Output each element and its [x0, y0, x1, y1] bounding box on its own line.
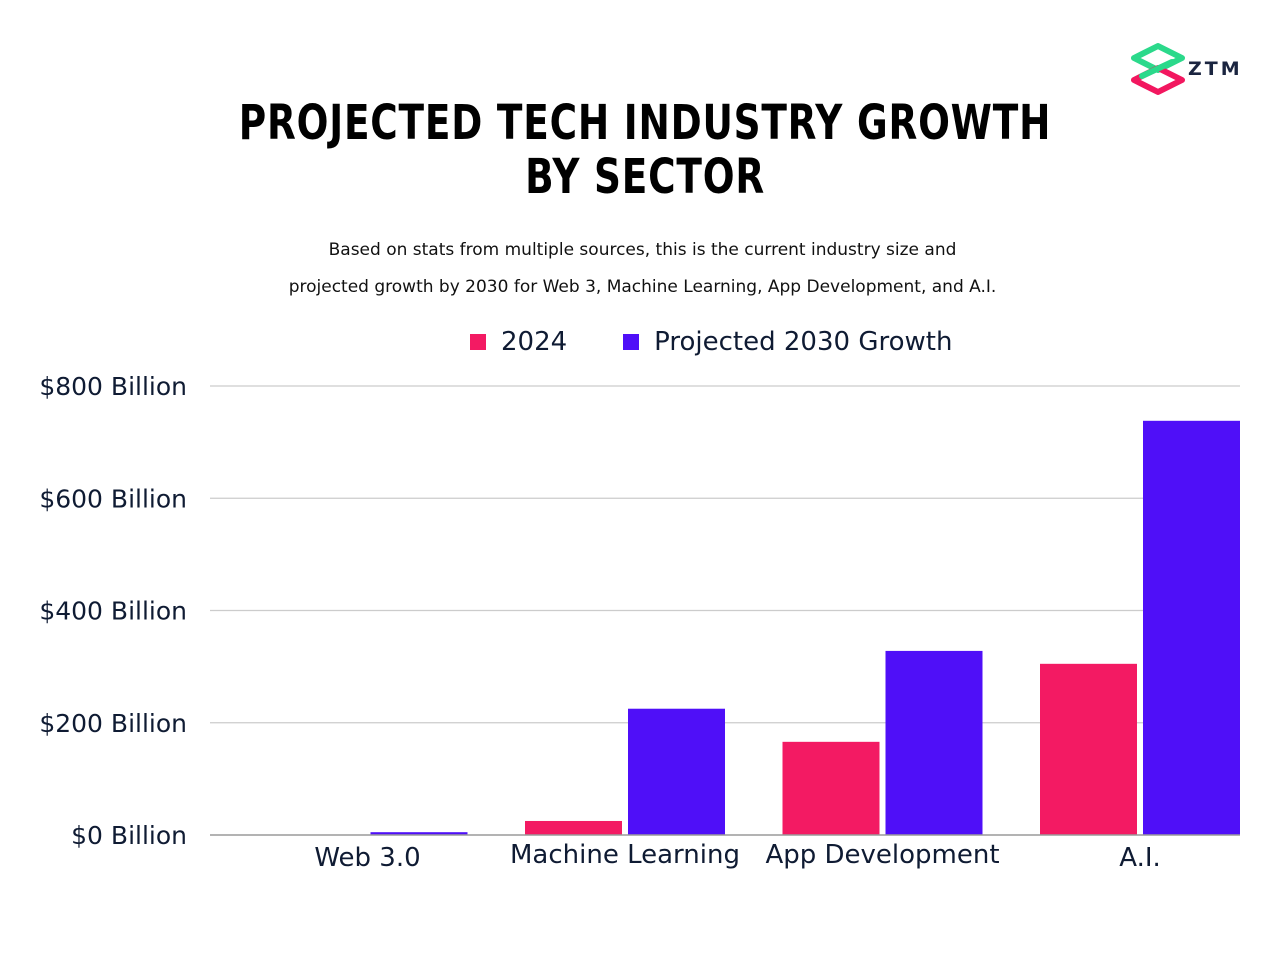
y-tick-label: $800 Billion — [39, 372, 187, 401]
y-tick-label: $200 Billion — [39, 709, 187, 738]
chart-subtitle: Based on stats from multiple sources, th… — [140, 232, 1145, 306]
chart-title-line-1: PROJECTED TECH INDUSTRY GROWTH — [238, 95, 1052, 151]
x-tick-label: Web 3.0 — [314, 843, 420, 873]
bar-2024-3 — [1040, 663, 1137, 835]
y-tick-label: $400 Billion — [39, 597, 187, 626]
legend-swatch-2024 — [470, 334, 486, 350]
chart-subtitle-line-1: Based on stats from multiple sources, th… — [328, 240, 957, 260]
bar-2030-2 — [885, 650, 983, 835]
x-tick-labels: Web 3.0 Machine Learning App Development A.… — [314, 840, 1160, 873]
y-tick-labels: $0 Billion $200 Billion $400 Billion $600 B… — [39, 372, 187, 850]
bar-2030-3 — [1143, 420, 1240, 835]
bar-2024-1 — [525, 820, 622, 835]
bar-2030-0 — [370, 832, 468, 835]
legend-label-2024: 2024 — [501, 327, 568, 357]
bar-2024-2 — [782, 741, 880, 835]
chart-legend: 2024 Projected 2030 Growth — [470, 322, 1008, 362]
legend-label-2030: Projected 2030 Growth — [654, 327, 953, 357]
legend-swatch-2030 — [623, 334, 640, 350]
ztm-logo-text: ZTM — [1188, 58, 1243, 80]
chart-title-line-2: BY SECTOR — [525, 149, 765, 205]
chart-title: PROJECTED TECH INDUSTRY GROWTH BY SECTOR — [142, 96, 1148, 204]
y-tick-label: $0 Billion — [71, 821, 187, 850]
x-tick-label: App Development — [765, 840, 999, 870]
chart-subtitle-line-2: projected growth by 2030 for Web 3, Mach… — [288, 277, 997, 297]
ztm-logo-icon — [1131, 43, 1185, 95]
bars — [370, 420, 1240, 835]
x-tick-label: A.I. — [1119, 843, 1161, 873]
bar-2030-1 — [628, 708, 725, 835]
y-tick-label: $600 Billion — [39, 484, 187, 513]
x-tick-label: Machine Learning — [510, 840, 740, 870]
legend-item-2030: Projected 2030 Growth — [623, 327, 952, 357]
legend-item-2024: 2024 — [470, 327, 567, 357]
ztm-logo: ZTM — [1130, 42, 1250, 98]
